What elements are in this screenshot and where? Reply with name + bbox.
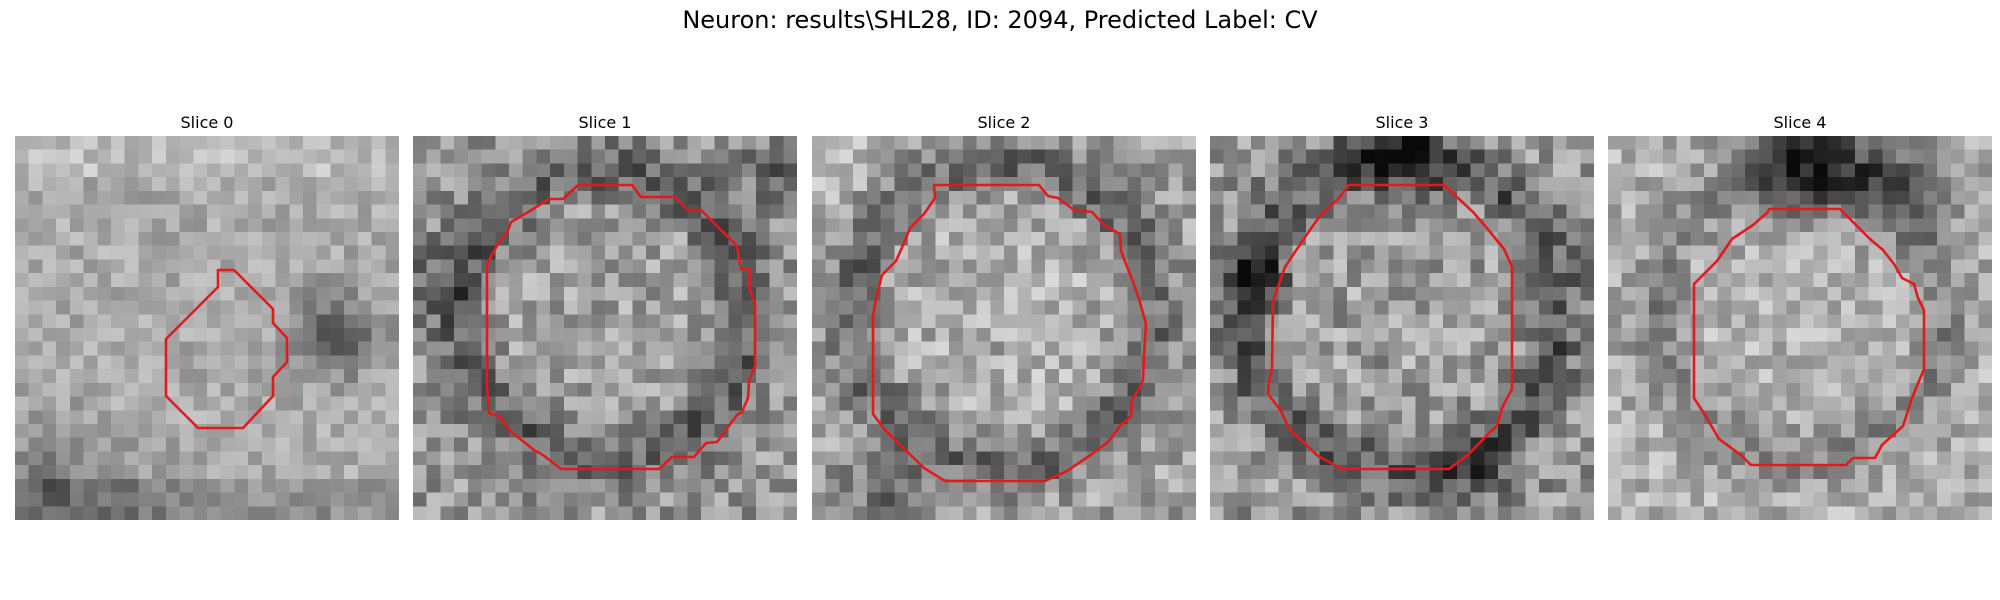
contour-outline-3 bbox=[1266, 183, 1514, 471]
slice-pixels-0 bbox=[15, 136, 399, 520]
slice-image-3 bbox=[1210, 136, 1594, 520]
slice-panel-2: Slice 2 bbox=[812, 110, 1196, 520]
contour-2 bbox=[871, 183, 1148, 483]
slice-title-0: Slice 0 bbox=[180, 113, 234, 132]
slice-panel-0: Slice 0 bbox=[15, 110, 399, 520]
slice-image-1 bbox=[413, 136, 797, 520]
contour-3 bbox=[1266, 183, 1514, 471]
contour-outline-2 bbox=[871, 183, 1148, 483]
figure-title: Neuron: results\SHL28, ID: 2094, Predict… bbox=[682, 6, 1318, 34]
slice-pixels-1 bbox=[413, 136, 797, 520]
slice-panel-1: Slice 1 bbox=[413, 110, 797, 520]
slice-panel-3: Slice 3 bbox=[1210, 110, 1594, 520]
slice-pixels-4 bbox=[1608, 136, 1992, 520]
slice-title-3: Slice 3 bbox=[1375, 113, 1429, 132]
slice-title-1: Slice 1 bbox=[578, 113, 632, 132]
slice-pixels-2 bbox=[812, 136, 1196, 520]
slice-image-2 bbox=[812, 136, 1196, 520]
contour-4 bbox=[1692, 207, 1926, 467]
slice-image-4 bbox=[1608, 136, 1992, 520]
slice-title-2: Slice 2 bbox=[977, 113, 1031, 132]
slice-title-4: Slice 4 bbox=[1773, 113, 1827, 132]
contour-outline-0 bbox=[164, 268, 289, 430]
contour-1 bbox=[485, 183, 757, 471]
slice-pixels-3 bbox=[1210, 136, 1594, 520]
slice-image-0 bbox=[15, 136, 399, 520]
contour-outline-4 bbox=[1692, 207, 1926, 467]
contour-outline-1 bbox=[485, 183, 757, 471]
contour-0 bbox=[164, 268, 289, 430]
slice-panel-4: Slice 4 bbox=[1608, 110, 1992, 520]
